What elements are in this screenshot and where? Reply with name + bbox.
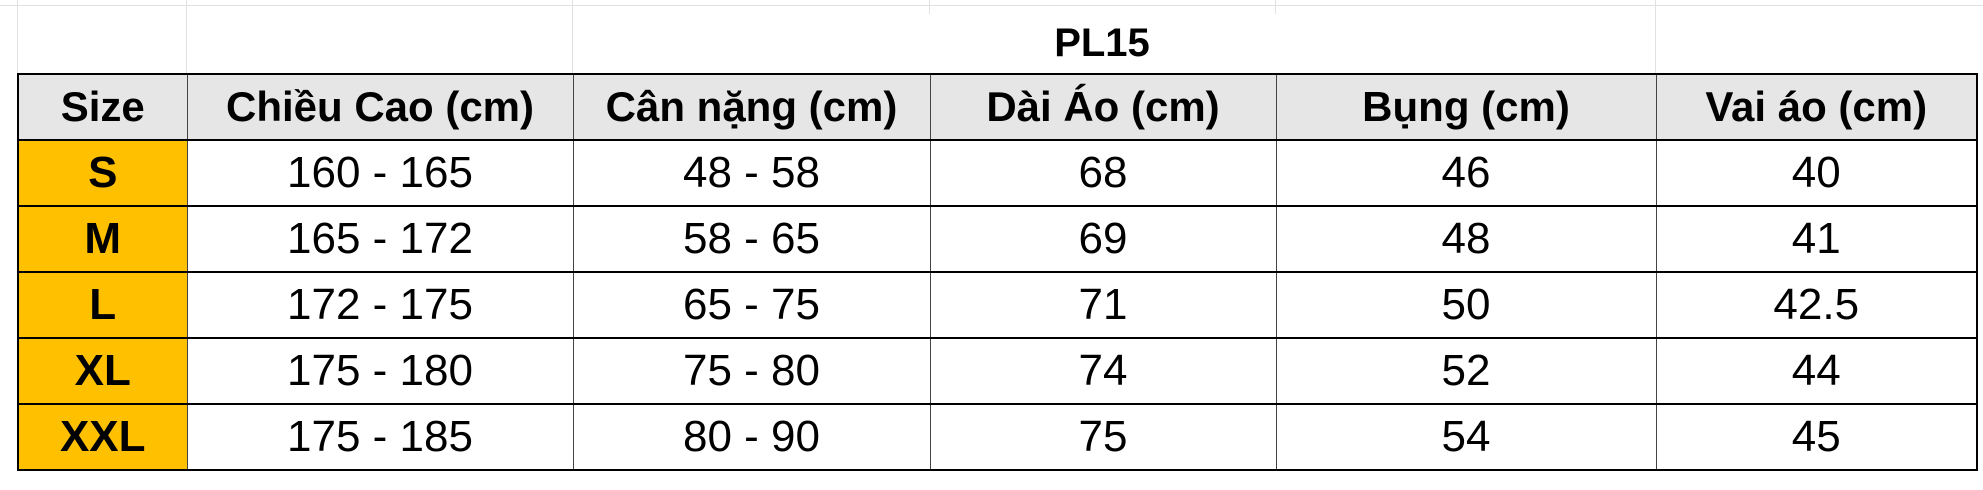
cell-height[interactable]: 165 - 172 [186,205,574,273]
cell-shoulder[interactable]: 41 [1655,205,1978,273]
header-size[interactable]: Size [17,73,188,141]
cell-waist[interactable]: 50 [1275,271,1657,339]
cell-weight[interactable]: 65 - 75 [572,271,931,339]
size-chart-table: Size Chiều Cao (cm) Cân nặng (cm) Dài Áo… [17,73,1978,471]
table-row: M 165 - 172 58 - 65 69 48 41 [17,205,1978,273]
table-row: L 172 - 175 65 - 75 71 50 42.5 [17,271,1978,339]
gridline [17,0,18,73]
cell-shoulder[interactable]: 44 [1655,337,1978,405]
gridline [572,0,573,73]
cell-weight[interactable]: 75 - 80 [572,337,931,405]
cell-height[interactable]: 175 - 180 [186,337,574,405]
cell-length[interactable]: 74 [929,337,1277,405]
table-row: S 160 - 165 48 - 58 68 46 40 [17,139,1978,207]
cell-shoulder[interactable]: 42.5 [1655,271,1978,339]
table-row: XL 175 - 180 75 - 80 74 52 44 [17,337,1978,405]
cell-waist[interactable]: 52 [1275,337,1657,405]
cell-weight[interactable]: 80 - 90 [572,403,931,471]
cell-size[interactable]: L [17,271,188,339]
cell-shoulder[interactable]: 45 [1655,403,1978,471]
cell-waist[interactable]: 48 [1275,205,1657,273]
cell-length[interactable]: 69 [929,205,1277,273]
header-height[interactable]: Chiều Cao (cm) [186,73,574,141]
cell-length[interactable]: 75 [929,403,1277,471]
cell-length[interactable]: 68 [929,139,1277,207]
header-waist[interactable]: Bụng (cm) [1275,73,1657,141]
gridline [929,0,930,14]
header-row: Size Chiều Cao (cm) Cân nặng (cm) Dài Áo… [17,73,1978,141]
cell-height[interactable]: 175 - 185 [186,403,574,471]
gridline [1655,0,1656,73]
cell-size[interactable]: S [17,139,188,207]
table-title: PL15 [1054,21,1150,65]
cell-weight[interactable]: 48 - 58 [572,139,931,207]
cell-length[interactable]: 71 [929,271,1277,339]
gridline [1275,0,1276,14]
table-row: XXL 175 - 185 80 - 90 75 54 45 [17,403,1978,471]
cell-size[interactable]: M [17,205,188,273]
gridline [186,0,187,73]
cell-size[interactable]: XXL [17,403,188,471]
cell-weight[interactable]: 58 - 65 [572,205,931,273]
cell-waist[interactable]: 54 [1275,403,1657,471]
cell-height[interactable]: 172 - 175 [186,271,574,339]
header-weight[interactable]: Cân nặng (cm) [572,73,931,141]
cell-shoulder[interactable]: 40 [1655,139,1978,207]
cell-height[interactable]: 160 - 165 [186,139,574,207]
gridline [0,5,1983,6]
cell-size[interactable]: XL [17,337,188,405]
header-shoulder[interactable]: Vai áo (cm) [1655,73,1978,141]
header-length[interactable]: Dài Áo (cm) [929,73,1277,141]
cell-waist[interactable]: 46 [1275,139,1657,207]
